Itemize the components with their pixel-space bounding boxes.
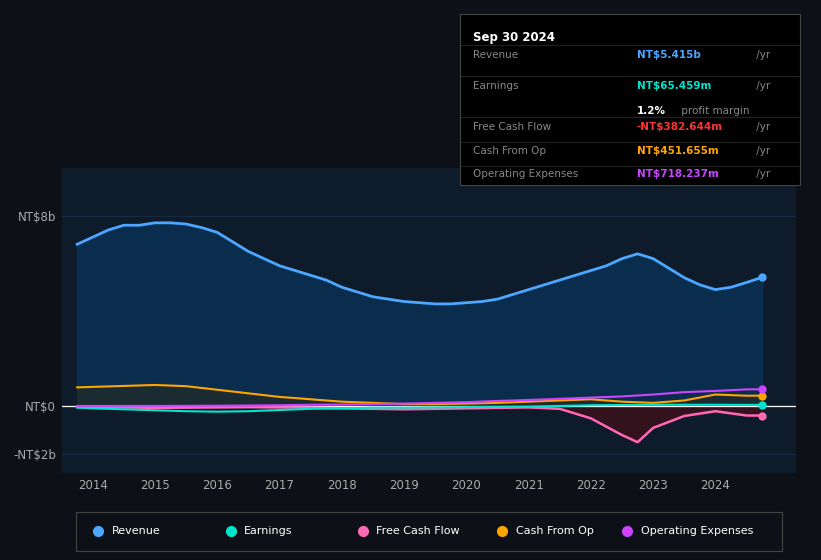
Text: Cash From Op: Cash From Op xyxy=(516,526,594,535)
Text: NT$65.459m: NT$65.459m xyxy=(637,81,711,91)
Text: /yr: /yr xyxy=(753,146,770,156)
Text: NT$5.415b: NT$5.415b xyxy=(637,50,701,60)
Text: Cash From Op: Cash From Op xyxy=(474,146,547,156)
Text: Operating Expenses: Operating Expenses xyxy=(640,526,753,535)
Text: Earnings: Earnings xyxy=(244,526,292,535)
Text: /yr: /yr xyxy=(753,122,770,132)
Text: Free Cash Flow: Free Cash Flow xyxy=(376,526,460,535)
Text: -NT$382.644m: -NT$382.644m xyxy=(637,122,723,132)
Text: profit margin: profit margin xyxy=(678,106,750,116)
Text: /yr: /yr xyxy=(753,170,770,179)
Text: NT$718.237m: NT$718.237m xyxy=(637,170,719,179)
Text: /yr: /yr xyxy=(753,81,770,91)
Text: 1.2%: 1.2% xyxy=(637,106,666,116)
Text: /yr: /yr xyxy=(753,50,770,60)
Text: Sep 30 2024: Sep 30 2024 xyxy=(474,31,555,44)
Text: Free Cash Flow: Free Cash Flow xyxy=(474,122,552,132)
Text: NT$451.655m: NT$451.655m xyxy=(637,146,718,156)
Text: Operating Expenses: Operating Expenses xyxy=(474,170,579,179)
Text: Revenue: Revenue xyxy=(474,50,519,60)
Text: Revenue: Revenue xyxy=(112,526,160,535)
Text: Earnings: Earnings xyxy=(474,81,519,91)
